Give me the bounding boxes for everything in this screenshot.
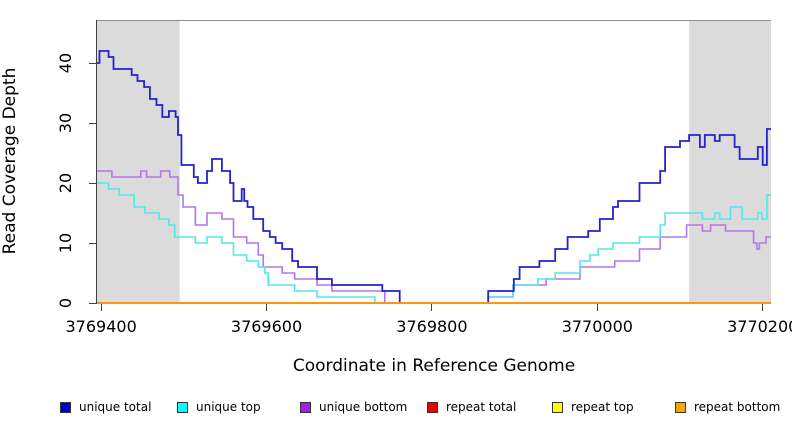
legend-swatch-icon <box>60 402 71 413</box>
x-tick-label: 3769400 <box>65 317 137 336</box>
x-tick-label: 3769800 <box>396 317 468 336</box>
y-tick-mark <box>89 302 96 304</box>
y-tick-mark <box>89 242 96 244</box>
x-tick-mark <box>431 304 433 311</box>
legend-swatch-icon <box>300 402 311 413</box>
legend-swatch-icon <box>552 402 563 413</box>
legend-label: unique total <box>79 400 152 414</box>
legend-swatch-icon <box>177 402 188 413</box>
y-axis-title: Read Coverage Depth <box>0 67 20 255</box>
x-tick-label: 3770000 <box>561 317 633 336</box>
y-tick-mark <box>89 182 96 184</box>
x-tick-mark <box>100 304 102 311</box>
legend-label: unique bottom <box>319 400 408 414</box>
legend-label: unique top <box>196 400 261 414</box>
series-line-unique-total <box>97 50 771 304</box>
plot-top-border <box>97 20 771 21</box>
legend-swatch-icon <box>675 402 686 413</box>
x-tick-label: 3770200 <box>727 317 792 336</box>
repeat-region-band <box>97 20 180 303</box>
x-tick-mark <box>266 304 268 311</box>
legend-label: repeat total <box>446 400 517 414</box>
y-axis-line <box>96 20 97 304</box>
series-line-unique-top <box>97 182 771 304</box>
legend-label: repeat bottom <box>694 400 781 414</box>
x-axis-title: Coordinate in Reference Genome <box>292 356 576 376</box>
y-tick-label: 40 <box>56 52 75 74</box>
legend-swatch-icon <box>427 402 438 413</box>
series-line-unique-bottom <box>97 170 771 304</box>
legend-label: repeat top <box>571 400 634 414</box>
x-tick-mark <box>762 304 764 311</box>
x-tick-mark <box>596 304 598 311</box>
x-tick-label: 3769600 <box>230 317 303 336</box>
y-tick-mark <box>89 62 96 64</box>
y-tick-mark <box>89 122 96 124</box>
plot-canvas <box>97 20 771 304</box>
repeat-region-band <box>689 20 771 303</box>
